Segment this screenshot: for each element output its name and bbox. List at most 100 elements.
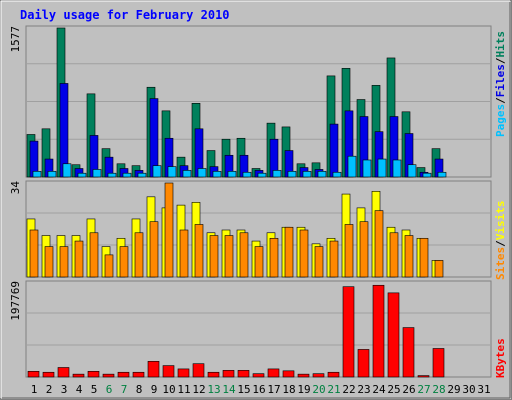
panel2-ymax-label: 34 (9, 181, 22, 195)
bar-sites-day-17 (269, 237, 279, 278)
x-tick-label-day-16: 16 (252, 383, 265, 396)
bar-kbytes-day-6 (102, 373, 115, 378)
bar-sites-day-10 (164, 182, 174, 278)
bar-sites-day-7 (119, 246, 129, 278)
x-tick-label-day-5: 5 (91, 383, 98, 396)
x-tick-label-day-14: 14 (222, 383, 236, 396)
x-tick-label-day-25: 25 (387, 383, 400, 396)
x-tick-label-day-20: 20 (312, 383, 325, 396)
panel1-ymax-label: 1577 (9, 26, 22, 53)
bar-sites-day-8 (134, 232, 144, 278)
bar-pages-day-9 (152, 165, 162, 178)
bar-sites-day-2 (44, 246, 54, 278)
legend-visits: Visits (494, 201, 507, 241)
bar-kbytes-day-9 (147, 361, 160, 378)
bar-kbytes-day-2 (42, 371, 55, 378)
x-tick-label-day-15: 15 (237, 383, 250, 396)
bar-sites-day-24 (374, 210, 384, 278)
x-tick-label-day-10: 10 (162, 383, 175, 396)
legend-files: Files (494, 64, 507, 97)
legend-hits: Hits (494, 31, 507, 58)
x-tick-label-day-24: 24 (372, 383, 386, 396)
x-tick-label-day-3: 3 (61, 383, 68, 396)
x-tick-label-day-17: 17 (267, 383, 280, 396)
bar-pages-day-4 (77, 172, 87, 178)
bar-sites-day-21 (329, 240, 339, 278)
bar-kbytes-day-16 (252, 373, 265, 378)
bar-sites-day-11 (179, 229, 189, 278)
bar-pages-day-27 (422, 172, 432, 178)
bar-sites-day-12 (194, 224, 204, 278)
legend-separator: / (494, 97, 507, 104)
x-tick-label-day-30: 30 (462, 383, 475, 396)
panel3-ymax-label: 197769 (9, 281, 22, 321)
x-tick-label-day-29: 29 (447, 383, 460, 396)
bar-pages-day-16 (257, 172, 267, 178)
bar-sites-day-13 (209, 235, 219, 278)
bar-sites-day-16 (254, 246, 264, 278)
bar-pages-day-12 (197, 168, 207, 178)
x-tick-label-day-18: 18 (282, 383, 295, 396)
legend-sites: Sites (494, 247, 507, 280)
x-tick-label-day-6: 6 (106, 383, 113, 396)
bar-pages-day-20 (317, 171, 327, 178)
bar-pages-day-7 (122, 172, 132, 178)
x-tick-label-day-28: 28 (432, 383, 445, 396)
bar-pages-day-15 (242, 171, 252, 178)
chart-title: Daily usage for February 2010 (20, 8, 230, 22)
bar-kbytes-day-13 (207, 371, 220, 378)
bar-kbytes-day-1 (27, 370, 40, 378)
bar-pages-day-22 (347, 155, 357, 178)
x-tick-label-day-7: 7 (121, 383, 128, 396)
bar-kbytes-day-25 (387, 292, 400, 378)
panel-hits-files-pages (25, 25, 492, 178)
panel-kbytes (25, 280, 492, 378)
bar-pages-day-23 (362, 159, 372, 178)
bar-pages-day-5 (92, 169, 102, 178)
x-tick-label-day-11: 11 (177, 383, 190, 396)
bar-sites-day-20 (314, 246, 324, 278)
side-legend-hits-files-pages: Pages/Files/Hits (494, 31, 507, 137)
bar-kbytes-day-24 (372, 284, 385, 378)
bar-sites-day-5 (89, 232, 99, 278)
bar-kbytes-day-12 (192, 363, 205, 378)
bar-sites-day-6 (104, 254, 114, 278)
bar-sites-day-26 (404, 235, 414, 278)
bar-pages-day-1 (32, 171, 42, 178)
x-tick-label-day-27: 27 (417, 383, 430, 396)
legend-separator: / (494, 240, 507, 247)
side-legend-visits-sites: Sites/Visits (494, 201, 507, 281)
x-tick-label-day-8: 8 (136, 383, 143, 396)
bar-pages-day-2 (47, 171, 57, 178)
bar-pages-day-6 (107, 172, 117, 178)
x-tick-label-day-21: 21 (327, 383, 340, 396)
bar-pages-day-11 (182, 170, 192, 178)
x-tick-label-day-31: 31 (477, 383, 490, 396)
bar-sites-day-28 (434, 260, 444, 278)
side-legend-kbytes: KBytes (494, 338, 507, 378)
bar-kbytes-day-10 (162, 365, 175, 378)
bar-sites-day-4 (74, 240, 84, 278)
legend-pages: Pages (494, 104, 507, 137)
bar-kbytes-day-17 (267, 368, 280, 378)
bar-files-day-21 (329, 123, 339, 178)
bar-kbytes-day-14 (222, 370, 235, 378)
legend-separator: / (494, 57, 507, 64)
bar-sites-day-25 (389, 232, 399, 278)
bar-kbytes-day-21 (327, 371, 340, 378)
bar-sites-day-14 (224, 235, 234, 278)
x-tick-label-day-12: 12 (192, 383, 205, 396)
bar-pages-day-10 (167, 166, 177, 178)
x-tick-label-day-9: 9 (151, 383, 158, 396)
bar-sites-day-27 (419, 237, 429, 278)
bar-kbytes-day-15 (237, 370, 250, 378)
bar-kbytes-day-3 (57, 367, 70, 378)
bar-pages-day-18 (287, 171, 297, 178)
x-tick-label-day-1: 1 (31, 383, 38, 396)
bar-kbytes-day-26 (402, 327, 415, 378)
bar-sites-day-1 (29, 229, 39, 278)
x-tick-label-day-4: 4 (76, 383, 83, 396)
bar-sites-day-23 (359, 221, 369, 278)
bar-pages-day-25 (392, 159, 402, 178)
